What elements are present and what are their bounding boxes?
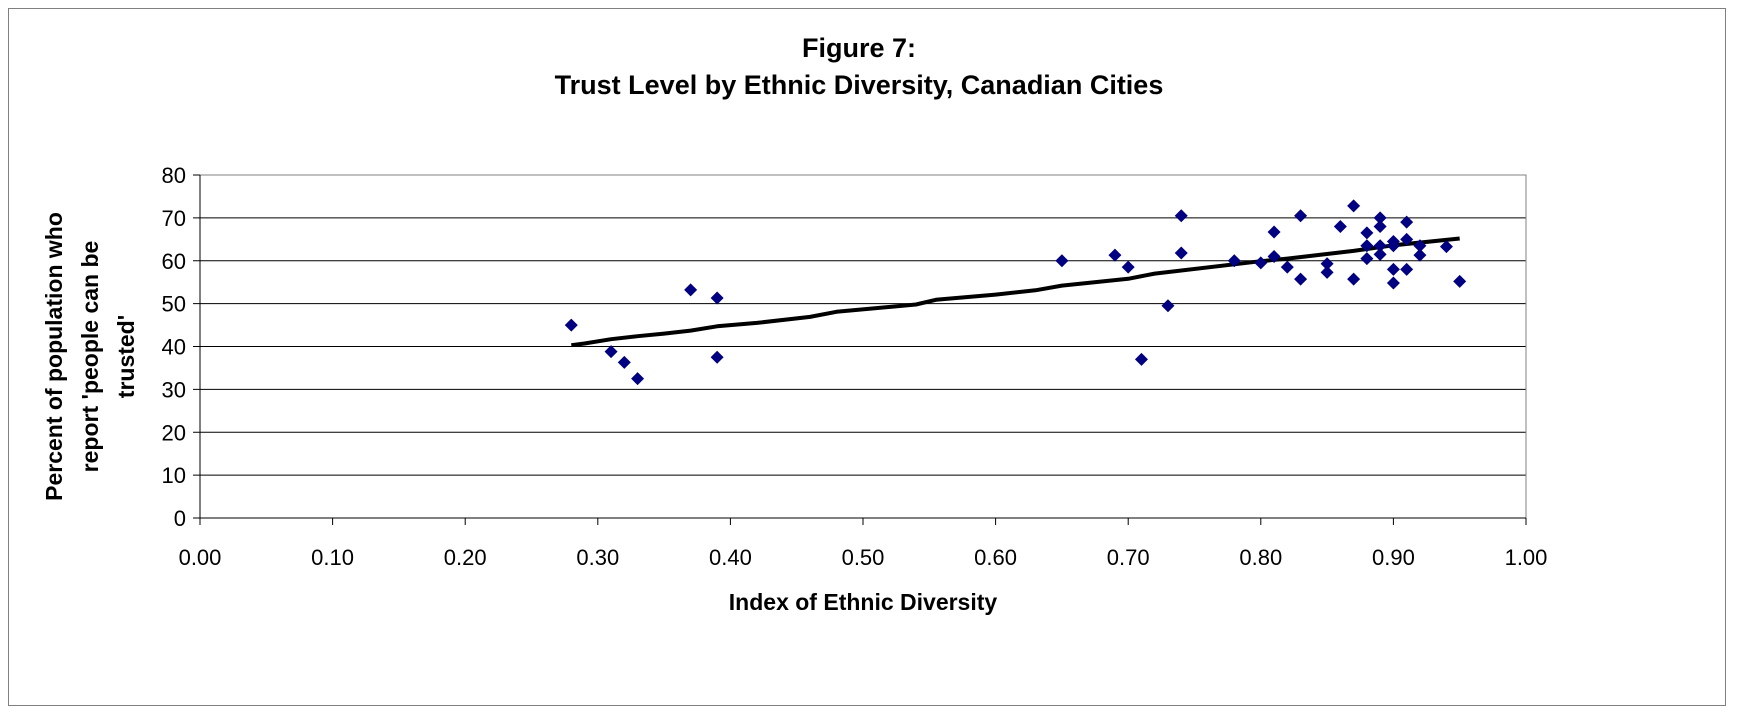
x-tick-label: 0.40 — [709, 545, 752, 570]
y-axis-label: Percent of population who report 'people … — [41, 212, 139, 501]
y-axis-label-line: report 'people can be — [77, 241, 103, 473]
data-point — [1360, 226, 1374, 240]
data-point — [1320, 265, 1334, 279]
data-point — [1413, 248, 1427, 262]
data-point — [1333, 219, 1347, 233]
y-tick-label: 20 — [162, 420, 186, 445]
data-points — [564, 199, 1467, 386]
data-point — [1227, 254, 1241, 268]
data-point — [1161, 299, 1175, 313]
data-point — [1373, 211, 1387, 225]
data-point — [1254, 256, 1268, 270]
chart-frame — [8, 8, 1726, 706]
gridlines — [200, 174, 1526, 476]
data-point — [1400, 232, 1414, 246]
x-tick-label: 0.10 — [311, 545, 354, 570]
y-axis-label-line: Percent of population who — [41, 212, 67, 501]
y-tick-label: 0 — [174, 506, 186, 531]
data-point — [1121, 260, 1135, 274]
data-point — [617, 355, 631, 369]
data-point — [1108, 248, 1122, 262]
y-tick-label: 30 — [162, 377, 186, 402]
x-tick-label: 0.50 — [842, 545, 885, 570]
y-axis-label-line: trusted' — [113, 315, 139, 398]
data-point — [1134, 352, 1148, 366]
data-point — [1280, 260, 1294, 274]
y-tick-label: 60 — [162, 249, 186, 274]
x-tick-label: 0.20 — [444, 545, 487, 570]
data-point — [1320, 257, 1334, 271]
data-point — [1267, 249, 1281, 263]
data-point — [1360, 239, 1374, 253]
data-point — [564, 318, 578, 332]
data-point — [1453, 274, 1467, 288]
data-point — [1373, 239, 1387, 253]
data-point — [1347, 199, 1361, 213]
x-tick-label: 0.90 — [1372, 545, 1415, 570]
data-point — [710, 350, 724, 364]
data-point — [684, 283, 698, 297]
x-tick-label: 0.60 — [974, 545, 1017, 570]
x-tick-label: 0.30 — [576, 545, 619, 570]
y-tick-label: 40 — [162, 335, 186, 360]
y-tick-labels: 0 10 20 30 40 50 60 70 80 — [162, 163, 200, 531]
y-tick-label: 10 — [162, 463, 186, 488]
data-point — [1174, 209, 1188, 223]
data-point — [1386, 262, 1400, 276]
data-point — [1174, 246, 1188, 260]
chart-title-line-2: Trust Level by Ethnic Diversity, Canadia… — [554, 70, 1164, 100]
chart-title: Figure 7: Trust Level by Ethnic Diversit… — [0, 30, 1718, 104]
x-tick-label: 0.00 — [179, 545, 222, 570]
data-point — [631, 372, 645, 386]
y-tick-label: 70 — [162, 206, 186, 231]
data-point — [1386, 276, 1400, 290]
y-tick-label: 80 — [162, 163, 186, 188]
data-point — [710, 291, 724, 305]
data-point — [1373, 219, 1387, 233]
x-tick-label: 1.00 — [1505, 545, 1548, 570]
data-point — [1294, 272, 1308, 286]
chart-title-line-1: Figure 7: — [801, 33, 916, 63]
x-axis-label: Index of Ethnic Diversity — [729, 589, 998, 615]
data-point — [1267, 225, 1281, 239]
data-point — [1400, 215, 1414, 229]
data-point — [1294, 209, 1308, 223]
data-point — [1439, 240, 1453, 254]
data-point — [1400, 262, 1414, 276]
data-point — [1373, 247, 1387, 261]
trend-line — [571, 236, 1460, 348]
data-point — [1386, 239, 1400, 253]
x-tick-label: 0.80 — [1239, 545, 1282, 570]
data-point — [1360, 252, 1374, 266]
x-tick-label: 0.70 — [1107, 545, 1150, 570]
x-tick-labels: 0.00 0.10 0.20 0.30 0.40 0.50 0.60 0.70 0.80 0.90… — [179, 518, 1548, 570]
data-point — [604, 345, 618, 359]
data-point — [1347, 272, 1361, 286]
y-tick-label: 50 — [162, 292, 186, 317]
data-point — [1055, 254, 1069, 268]
data-point — [1413, 239, 1427, 253]
